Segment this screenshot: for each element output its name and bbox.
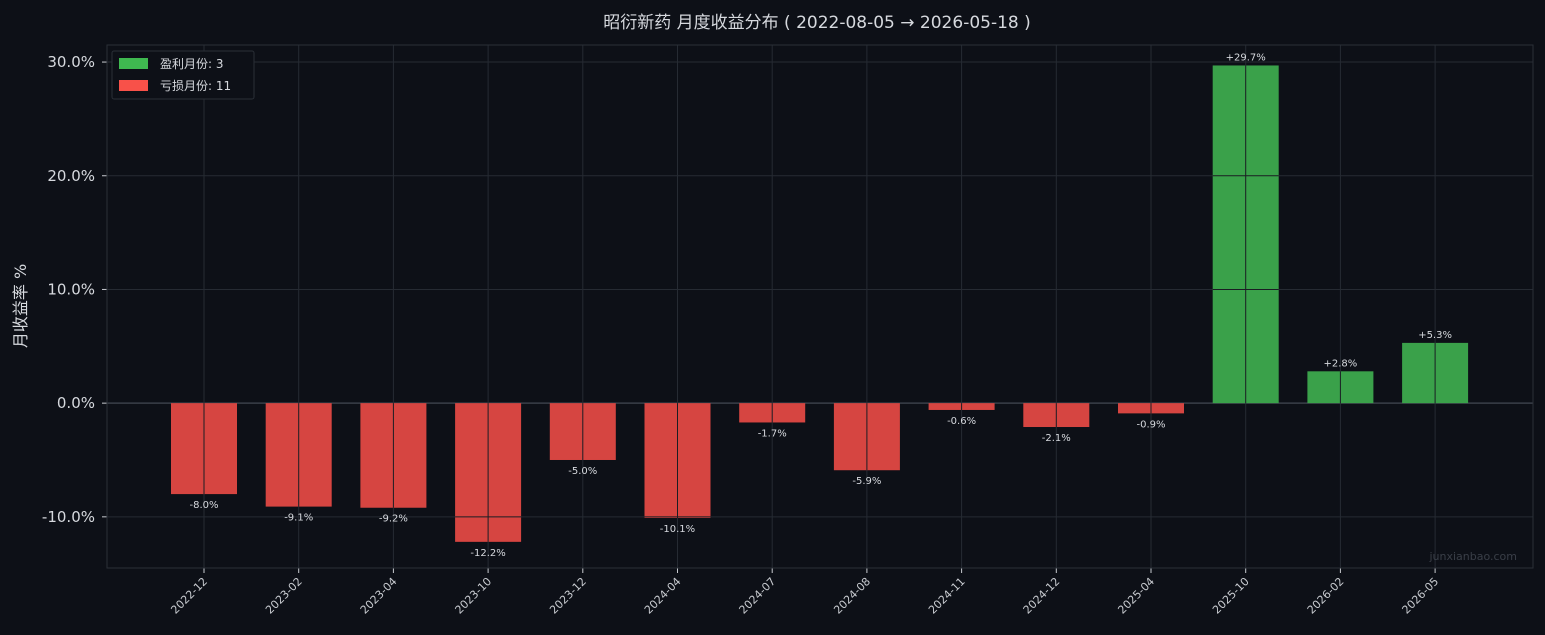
y-axis-label: 月收益率 % xyxy=(11,264,30,348)
legend-swatch-profit xyxy=(119,58,148,69)
y-tick-label: 20.0% xyxy=(47,167,95,185)
data-label: -12.2% xyxy=(470,548,505,559)
x-tick-label: 2023-12 xyxy=(547,575,589,617)
plot-frame xyxy=(106,44,1534,569)
data-label: -5.0% xyxy=(568,466,597,477)
legend-label-loss: 亏损月份: 11 xyxy=(160,79,231,93)
x-tick-label: 2025-04 xyxy=(1115,575,1157,617)
data-label: -9.2% xyxy=(379,514,408,525)
x-tick-label: 2024-12 xyxy=(1021,575,1063,617)
y-tick-label: 10.0% xyxy=(47,280,95,298)
x-tick-label: 2024-11 xyxy=(926,575,968,617)
x-tick-label: 2022-12 xyxy=(168,575,210,617)
data-label: -0.6% xyxy=(947,416,976,427)
y-tick-label: -10.0% xyxy=(42,508,95,526)
data-label: -1.7% xyxy=(758,428,787,439)
x-tick-label: 2024-07 xyxy=(737,575,779,617)
data-label: -2.1% xyxy=(1042,433,1071,444)
bars: -8.0% -9.1% -9.2% -12.2% -5.0% -10.1% -1.7% -5.… xyxy=(171,52,1469,559)
x-tick-label: 2024-04 xyxy=(642,575,684,617)
x-tick-label: 2026-02 xyxy=(1305,575,1347,617)
data-label: -10.1% xyxy=(660,524,695,535)
data-label: +5.3% xyxy=(1418,330,1452,341)
data-label: +29.7% xyxy=(1226,52,1266,63)
grid xyxy=(107,45,1533,568)
legend-swatch-loss xyxy=(119,80,148,91)
chart-title: 昭衍新药 月度收益分布 ( 2022-08-05 → 2026-05-18 ) xyxy=(603,13,1031,33)
data-label: -5.9% xyxy=(852,476,881,487)
legend: 盈利月份: 3 亏损月份: 11 xyxy=(111,50,255,100)
x-tick-label: 2023-10 xyxy=(453,575,495,617)
x-tick-label: 2026-05 xyxy=(1400,575,1442,617)
y-tick-label: 30.0% xyxy=(47,53,95,71)
x-tick-label: 2024-08 xyxy=(831,575,873,617)
watermark: junxianbao.com xyxy=(1428,550,1517,563)
x-tick-label: 2025-10 xyxy=(1210,575,1252,617)
data-label: +2.8% xyxy=(1324,358,1358,369)
legend-label-profit: 盈利月份: 3 xyxy=(160,57,224,71)
data-label: -9.1% xyxy=(284,513,313,524)
x-tick-label: 2023-04 xyxy=(358,575,400,617)
data-label: -8.0% xyxy=(189,500,218,511)
x-tick-label: 2023-02 xyxy=(263,575,305,617)
data-label: -0.9% xyxy=(1136,419,1165,430)
y-tick-label: 0.0% xyxy=(57,394,95,412)
